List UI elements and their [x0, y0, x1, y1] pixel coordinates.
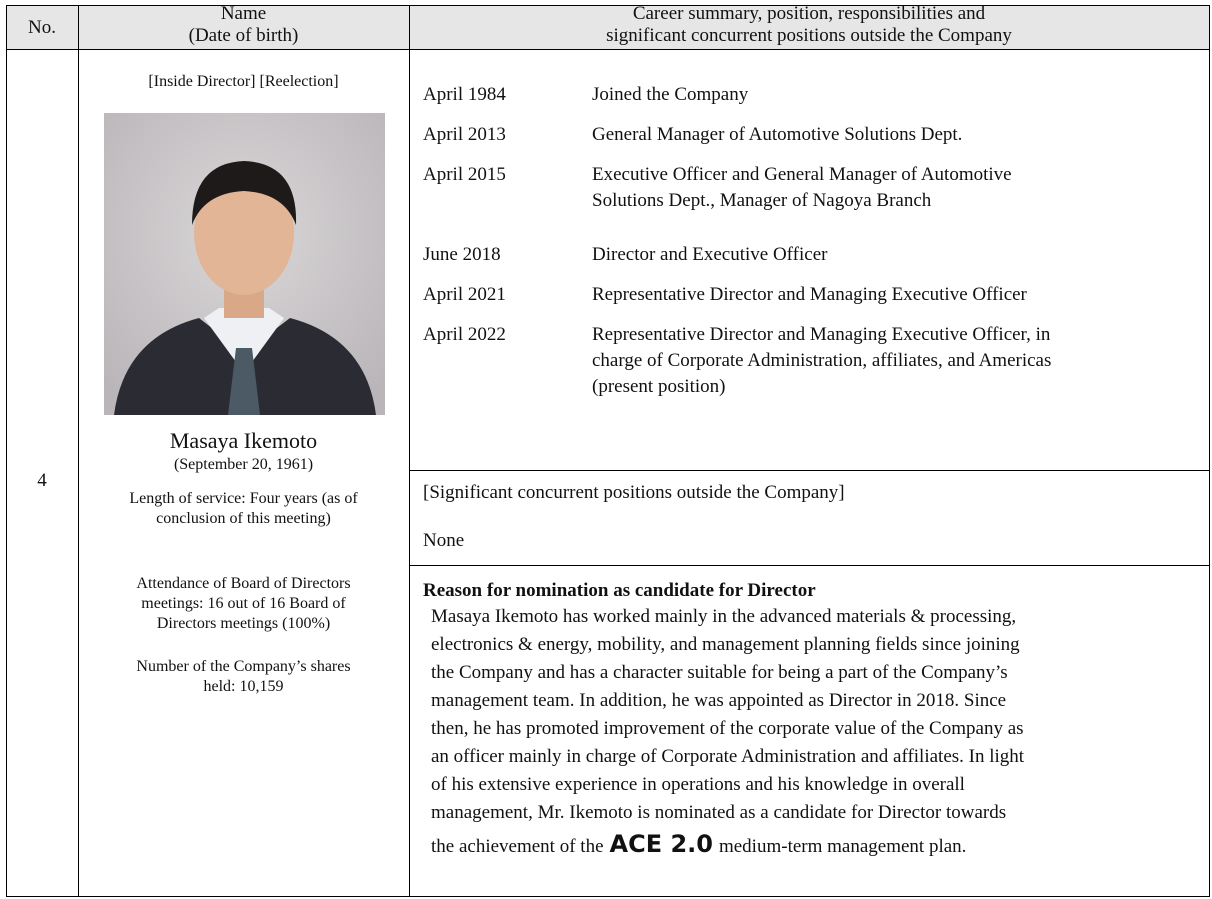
portrait [104, 113, 385, 415]
reason-line: then, he has promoted improvement of the… [431, 718, 1024, 739]
reason-emphasis: ACE 2.0 [609, 830, 713, 858]
reason-text: the achievement of the [431, 836, 604, 857]
border [78, 5, 79, 897]
border [6, 49, 1210, 50]
career-text: Joined the Company [592, 84, 749, 105]
border [6, 5, 7, 897]
candidate-name: Masaya Ikemoto [169, 428, 318, 453]
career-text: (present position) [592, 376, 726, 397]
border [6, 896, 1210, 897]
reason-line: management team. In addition, he was app… [431, 690, 1007, 711]
career-text: Solutions Dept., Manager of Nagoya Branc… [592, 190, 932, 211]
header-career: significant concurrent positions outside… [606, 25, 1012, 46]
concurrent-value: None [423, 530, 465, 551]
reason-line: electronics & energy, mobility, and mana… [431, 634, 1020, 655]
reason-line: management, Mr. Ikemoto is nominated as … [431, 802, 1007, 823]
career-date: April 2022 [423, 324, 506, 345]
candidate-service: Length of service: Four years (as of [129, 490, 358, 507]
reason-line: of his extensive experience in operation… [431, 774, 965, 795]
reason-last-line: the achievement of the ACE 2.0 medium-te… [431, 830, 966, 858]
career-text: Representative Director and Managing Exe… [592, 284, 1027, 305]
divider [409, 470, 1210, 471]
header-name: Name [220, 3, 267, 24]
candidate-service: conclusion of this meeting) [156, 510, 331, 527]
header-bg [6, 5, 1209, 49]
candidate-attendance: Attendance of Board of Directors [136, 575, 351, 592]
divider [409, 565, 1210, 566]
candidate-shares: held: 10,159 [203, 678, 284, 695]
border [1209, 5, 1210, 897]
career-date: April 2015 [423, 164, 506, 185]
header-no: No. [28, 17, 56, 38]
career-text: Executive Officer and General Manager of… [592, 164, 1012, 185]
reason-line: an officer mainly in charge of Corporate… [431, 746, 1025, 767]
career-date: April 1984 [423, 84, 506, 105]
career-text: Director and Executive Officer [592, 244, 828, 265]
border [6, 5, 1210, 6]
header-career: Career summary, position, responsibiliti… [632, 3, 986, 24]
career-text: Representative Director and Managing Exe… [592, 324, 1051, 345]
header-name: (Date of birth) [188, 25, 299, 46]
candidate-tags: [Inside Director] [Reelection] [148, 73, 339, 90]
candidate-birth: (September 20, 1961) [173, 456, 314, 473]
reason-line: Masaya Ikemoto has worked mainly in the … [431, 606, 1017, 627]
candidate-shares: Number of the Company’s shares [136, 658, 351, 675]
career-date: June 2018 [423, 244, 501, 265]
career-date: April 2013 [423, 124, 506, 145]
concurrent-heading: [Significant concurrent positions outsid… [423, 482, 845, 503]
career-date: April 2021 [423, 284, 506, 305]
candidate-attendance: meetings: 16 out of 16 Board of [141, 595, 346, 612]
reason-line: the Company and has a character suitable… [431, 662, 1008, 683]
border [409, 5, 410, 897]
career-text: charge of Corporate Administration, affi… [592, 350, 1052, 371]
reason-text: medium-term management plan. [718, 836, 967, 857]
candidate-no: 4 [37, 470, 47, 491]
candidate-attendance: Directors meetings (100%) [156, 615, 331, 632]
career-text: General Manager of Automotive Solutions … [592, 124, 963, 145]
reason-heading: Reason for nomination as candidate for D… [423, 580, 816, 601]
